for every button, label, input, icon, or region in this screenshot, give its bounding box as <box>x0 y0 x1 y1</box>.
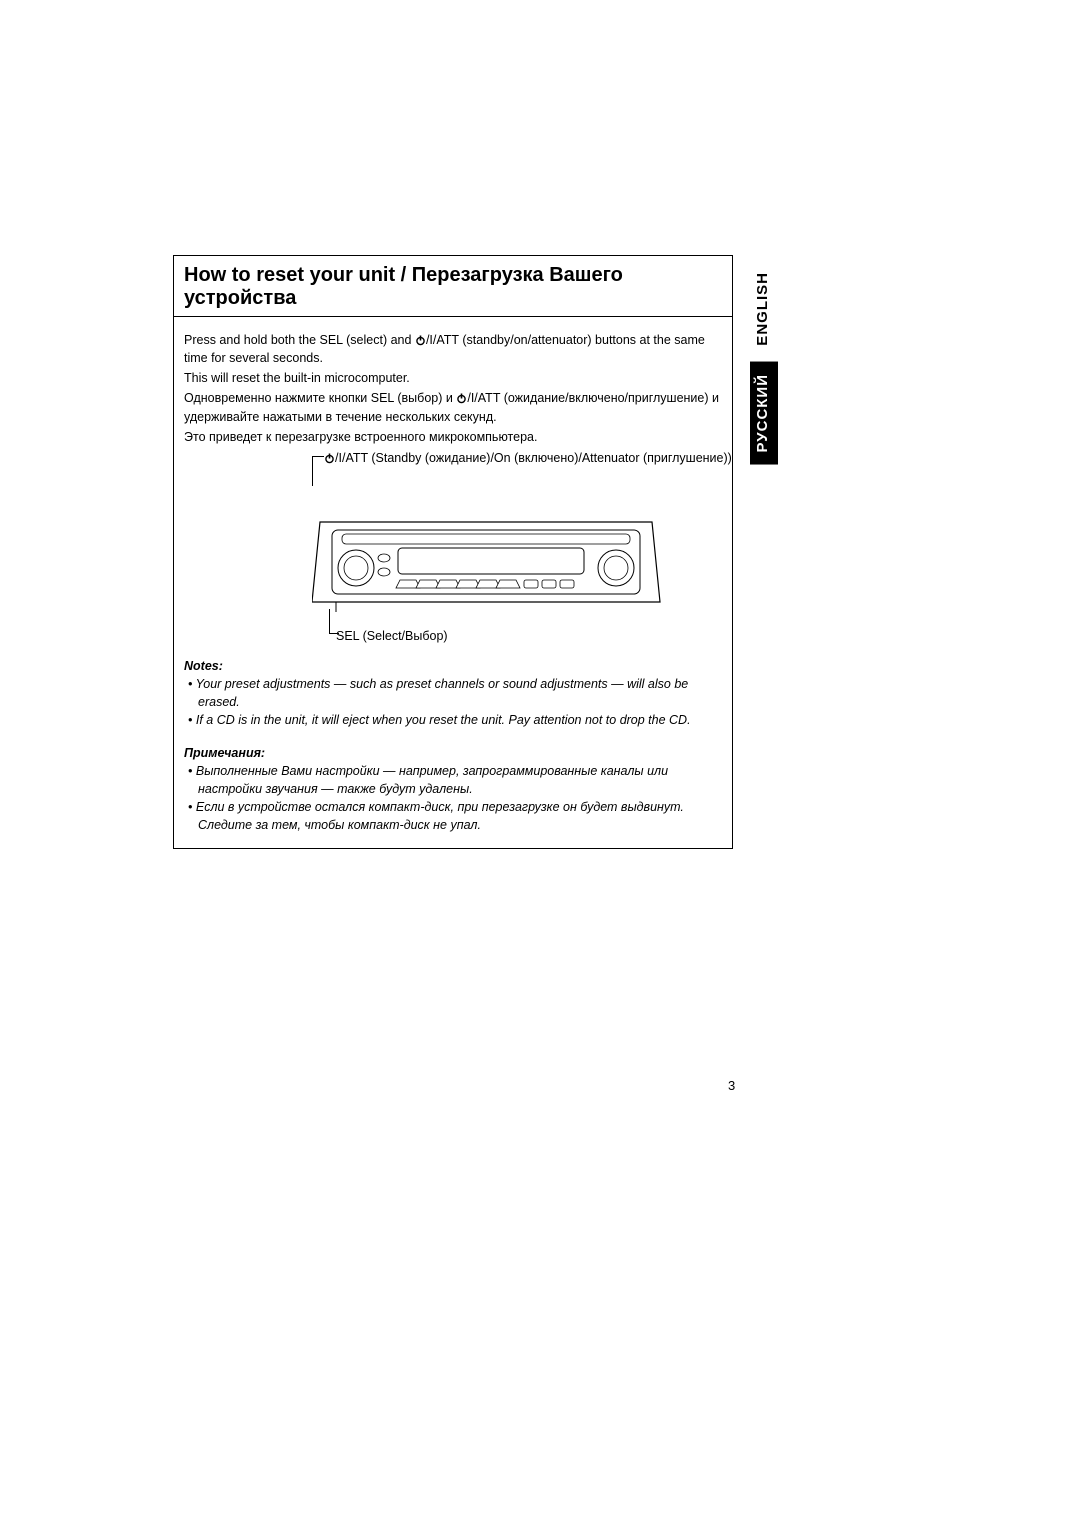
power-icon <box>415 335 426 346</box>
att-label: /ATT <box>433 333 459 347</box>
notes-ru-item: Выполненные Вами настройки — например, з… <box>188 762 722 798</box>
body-en-line2: This will reset the built-in microcomput… <box>184 369 722 387</box>
reset-box: How to reset your unit / Перезагрузка Ва… <box>173 255 733 849</box>
annot-top-text: (Standby (ожидание)/On (включено)/Attenu… <box>368 451 732 465</box>
annot-bottom: SEL (Select/Выбор) <box>336 627 722 645</box>
page-number: 3 <box>728 1078 735 1093</box>
body-en-line1: Press and hold both the SEL (select) and… <box>184 331 722 367</box>
tab-russian[interactable]: РУССКИЙ <box>750 362 778 465</box>
notes-ru-list: Выполненные Вами настройки — например, з… <box>184 762 722 835</box>
body-en1a: Press and hold both the SEL (select) and <box>184 333 415 347</box>
notes-ru-item: Если в устройстве остался компакт-диск, … <box>188 798 722 834</box>
power-icon <box>456 393 467 404</box>
unit-diagram <box>312 504 722 619</box>
body-ru-line1: Одновременно нажмите кнопки SEL (выбор) … <box>184 389 722 425</box>
notes-en-item: If a CD is in the unit, it will eject wh… <box>188 711 722 729</box>
notes-en-head: Notes: <box>184 657 722 675</box>
page-content: How to reset your unit / Перезагрузка Ва… <box>173 255 903 849</box>
power-icon <box>324 453 335 464</box>
box-title: How to reset your unit / Перезагрузка Ва… <box>184 264 623 309</box>
tab-english[interactable]: ENGLISH <box>750 260 778 358</box>
box-body: Press and hold both the SEL (select) and… <box>174 317 732 848</box>
language-tabs: ENGLISH РУССКИЙ <box>750 260 778 464</box>
notes-en-item: Your preset adjustments — such as preset… <box>188 675 722 711</box>
body-ru-line2: Это приведет к перезагрузке встроенного … <box>184 428 722 446</box>
att-label: /ATT <box>342 451 368 465</box>
att-label: /ATT <box>474 391 500 405</box>
title-cell: How to reset your unit / Перезагрузка Ва… <box>174 256 732 317</box>
notes-en-list: Your preset adjustments — such as preset… <box>184 675 722 729</box>
body-ru1a: Одновременно нажмите кнопки SEL (выбор) … <box>184 391 456 405</box>
notes-ru-head: Примечания: <box>184 744 722 762</box>
annot-bottom-text: SEL (Select/Выбор) <box>336 629 448 643</box>
